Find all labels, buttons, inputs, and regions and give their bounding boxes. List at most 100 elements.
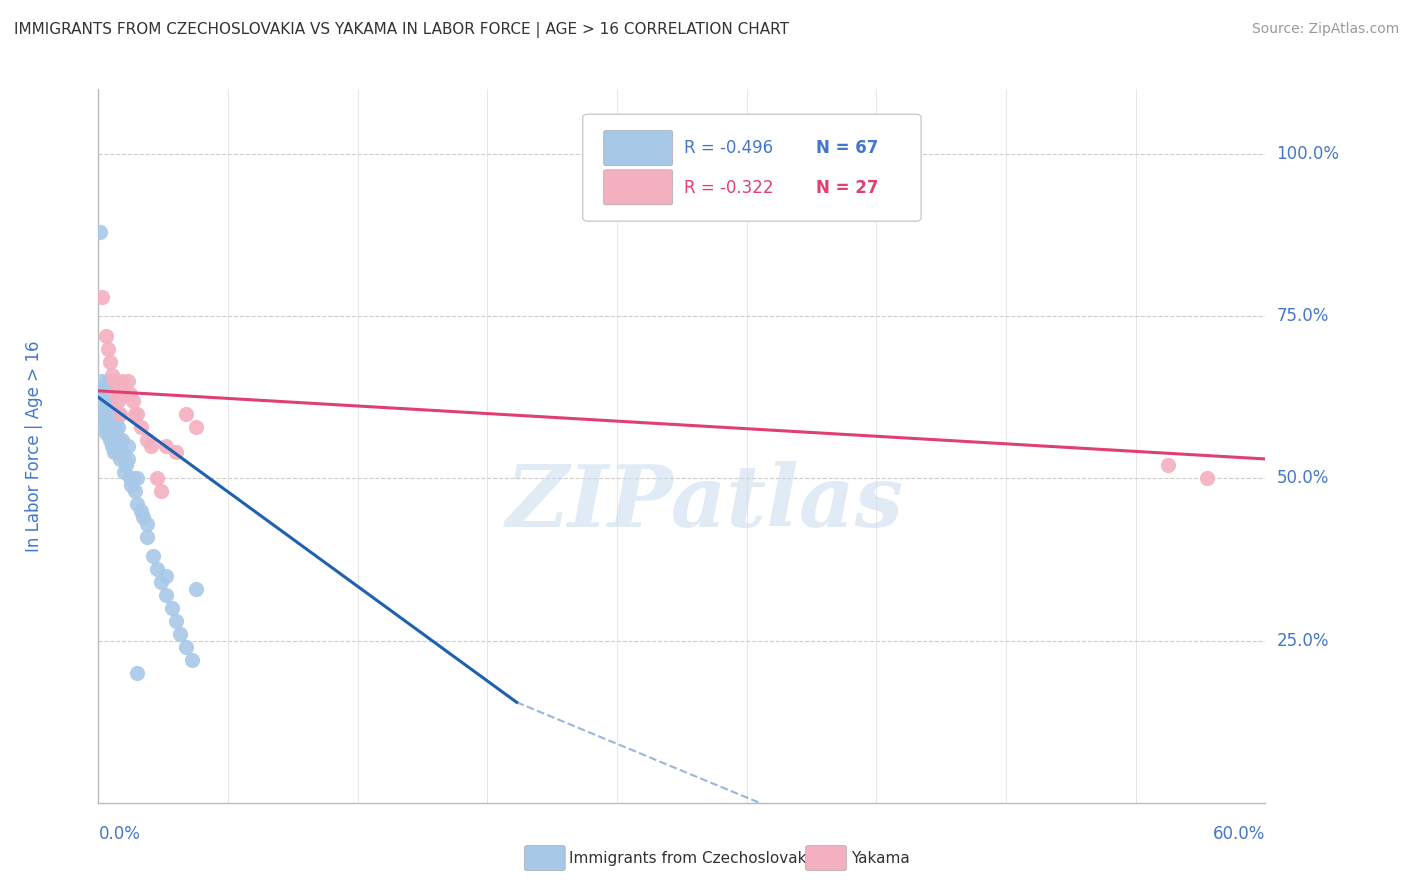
Point — [97, 400, 120, 414]
Point — [89, 225, 111, 239]
Point — [124, 407, 146, 421]
Text: N = 27: N = 27 — [815, 178, 879, 196]
Point — [103, 433, 125, 447]
Point — [169, 627, 191, 641]
Text: R = -0.496: R = -0.496 — [685, 139, 773, 157]
Text: IMMIGRANTS FROM CZECHOSLOVAKIA VS YAKAMA IN LABOR FORCE | AGE > 16 CORRELATION C: IMMIGRANTS FROM CZECHOSLOVAKIA VS YAKAMA… — [14, 22, 789, 38]
Point — [111, 374, 134, 388]
Point — [103, 445, 125, 459]
Point — [155, 439, 177, 453]
Point — [93, 407, 115, 421]
Point — [103, 407, 125, 421]
Point — [98, 407, 121, 421]
Text: In Labor Force | Age > 16: In Labor Force | Age > 16 — [25, 340, 44, 552]
Point — [149, 575, 172, 590]
Point — [155, 568, 177, 582]
Point — [108, 439, 131, 453]
Text: 60.0%: 60.0% — [1213, 825, 1265, 843]
Point — [104, 439, 127, 453]
Point — [98, 354, 121, 368]
Text: 25.0%: 25.0% — [1277, 632, 1329, 649]
Point — [98, 419, 121, 434]
Point — [117, 452, 139, 467]
FancyBboxPatch shape — [603, 130, 672, 166]
Point — [129, 419, 152, 434]
Point — [165, 445, 187, 459]
Text: Source: ZipAtlas.com: Source: ZipAtlas.com — [1251, 22, 1399, 37]
Point — [122, 471, 145, 485]
Point — [107, 419, 129, 434]
Point — [129, 504, 152, 518]
Point — [111, 433, 134, 447]
Point — [117, 374, 139, 388]
Text: 100.0%: 100.0% — [1277, 145, 1340, 163]
Point — [142, 549, 165, 564]
Point — [103, 374, 125, 388]
Point — [184, 582, 207, 596]
Point — [101, 439, 124, 453]
Point — [101, 413, 124, 427]
Point — [104, 425, 127, 440]
Point — [174, 640, 197, 654]
Point — [93, 393, 115, 408]
Point — [127, 471, 149, 485]
Point — [108, 452, 131, 467]
Point — [91, 387, 114, 401]
Point — [96, 387, 118, 401]
Text: 0.0%: 0.0% — [98, 825, 141, 843]
Text: ZIPatlas: ZIPatlas — [506, 461, 904, 545]
Text: Immigrants from Czechoslovakia: Immigrants from Czechoslovakia — [569, 851, 821, 865]
Point — [146, 471, 169, 485]
Point — [127, 407, 149, 421]
Text: 75.0%: 75.0% — [1277, 307, 1329, 326]
Point — [96, 328, 118, 343]
Point — [107, 445, 129, 459]
Text: R = -0.322: R = -0.322 — [685, 178, 773, 196]
Point — [136, 530, 159, 544]
Point — [136, 516, 159, 531]
Point — [107, 393, 129, 408]
Point — [98, 433, 121, 447]
Point — [165, 614, 187, 628]
Point — [136, 433, 159, 447]
Point — [174, 407, 197, 421]
Point — [91, 407, 114, 421]
Point — [112, 465, 135, 479]
Point — [118, 471, 141, 485]
Point — [98, 393, 121, 408]
Point — [149, 484, 172, 499]
Point — [101, 425, 124, 440]
Point — [97, 413, 120, 427]
FancyBboxPatch shape — [603, 169, 672, 205]
Point — [93, 419, 115, 434]
Point — [104, 413, 127, 427]
Point — [101, 368, 124, 382]
Point — [139, 439, 162, 453]
Point — [97, 425, 120, 440]
Point — [91, 290, 114, 304]
Point — [1157, 458, 1180, 473]
Point — [103, 419, 125, 434]
Point — [184, 419, 207, 434]
Point — [162, 601, 184, 615]
Text: Yakama: Yakama — [851, 851, 910, 865]
Point — [93, 381, 115, 395]
Point — [111, 445, 134, 459]
Point — [122, 393, 145, 408]
Point — [96, 425, 118, 440]
Point — [96, 413, 118, 427]
Point — [155, 588, 177, 602]
Point — [117, 439, 139, 453]
Point — [114, 458, 136, 473]
Point — [180, 653, 202, 667]
Point — [127, 666, 149, 681]
Text: 50.0%: 50.0% — [1277, 469, 1329, 487]
Point — [124, 484, 146, 499]
Text: N = 67: N = 67 — [815, 139, 879, 157]
Point — [97, 374, 120, 388]
Point — [112, 387, 135, 401]
Point — [107, 433, 129, 447]
FancyBboxPatch shape — [582, 114, 921, 221]
Point — [1195, 471, 1218, 485]
Point — [96, 400, 118, 414]
